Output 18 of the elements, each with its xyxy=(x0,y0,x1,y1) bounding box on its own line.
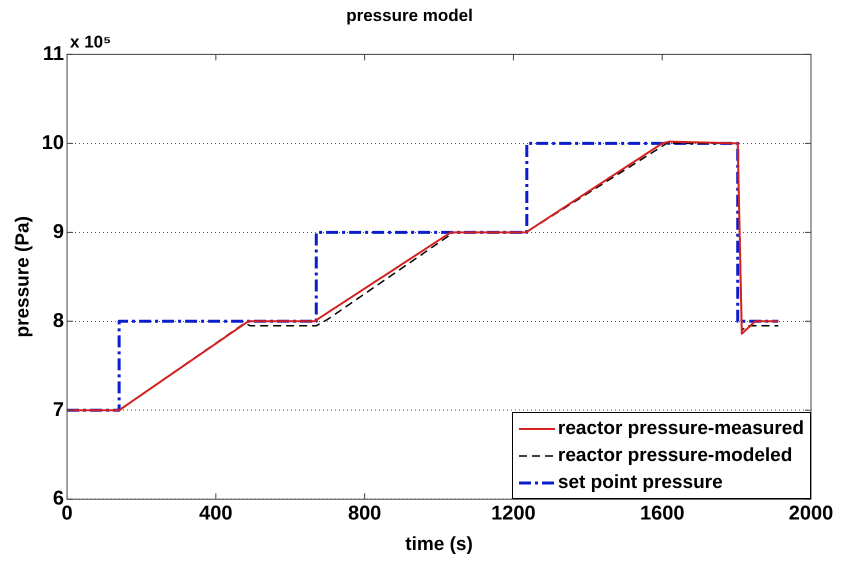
y-tick-label: 10 xyxy=(42,132,64,154)
x-axis-title: time (s) xyxy=(405,534,473,555)
legend-label: reactor pressure-modeled xyxy=(558,444,792,468)
y-tick-label: 9 xyxy=(52,220,64,243)
chart-title: pressure model xyxy=(346,6,473,25)
x-tick-label: 800 xyxy=(348,502,382,525)
y-axis-title: pressure (Pa) xyxy=(12,216,34,338)
text: x 10⁵ xyxy=(70,32,112,52)
legend-label: set point pressure xyxy=(558,471,723,496)
x-tick-label: 0 xyxy=(61,502,73,525)
x-tick-label: 400 xyxy=(199,502,233,525)
x-tick-label: 1200 xyxy=(491,502,536,525)
y-tick-label: 8 xyxy=(52,310,64,332)
y-tick-label: 7 xyxy=(52,398,64,421)
y-tick-label: 11 xyxy=(42,42,64,65)
legend-label: reactor pressure-measured xyxy=(558,417,804,442)
x-tick-label: 2000 xyxy=(788,502,834,525)
x-tick-label: 1600 xyxy=(640,502,684,525)
